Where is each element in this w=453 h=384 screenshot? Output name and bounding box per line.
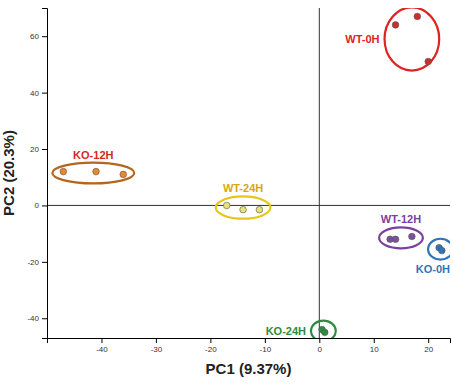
x-tick-label: -40 (96, 345, 108, 354)
y-tick-label: 40 (30, 89, 39, 98)
x-tick-label: 10 (370, 345, 379, 354)
group-ellipse (385, 8, 440, 71)
x-axis-title: PC1 (9.37%) (206, 360, 292, 377)
point (425, 58, 432, 65)
y-tick-mark (42, 262, 47, 263)
point (392, 236, 399, 243)
x-tick: 0 (318, 338, 323, 354)
y-tick-mark (42, 93, 47, 94)
x-tick: -40 (96, 338, 108, 354)
x-tick: 10 (370, 338, 379, 354)
zero-line (319, 8, 320, 338)
group-label: WT-12H (381, 213, 421, 225)
x-tick-mark (319, 338, 320, 343)
x-tick: -20 (205, 338, 217, 354)
y-tick-label: 20 (30, 145, 39, 154)
y-axis-title: PC2 (20.3%) (0, 130, 17, 216)
group-label: WT-24H (223, 182, 263, 194)
x-tick-mark (265, 338, 266, 343)
group-ellipse (216, 196, 271, 218)
x-tick-label: 20 (424, 345, 433, 354)
x-axis: -40 -30 -20 -10 0 10 20 (48, 338, 451, 354)
group-ellipse (311, 321, 336, 338)
point (414, 13, 421, 20)
x-tick-mark (156, 338, 157, 343)
y-tick-mark (42, 318, 47, 319)
point (120, 171, 127, 178)
x-tick-label: -30 (151, 345, 163, 354)
y-tick: 60 (30, 32, 47, 41)
point (392, 22, 399, 29)
group-label: WT-0H (345, 33, 379, 45)
y-tick: -40 (27, 314, 47, 323)
y-tick-label: -40 (27, 314, 39, 323)
group-labels: WT-0H KO-12H WT-24H WT-12H KO-0H KO-24H (73, 33, 450, 337)
zero-line (47, 205, 450, 206)
x-tick: 20 (424, 338, 433, 354)
group-label: KO-12H (73, 149, 113, 161)
y-tick-mark (42, 149, 47, 150)
y-axis-line (42, 9, 48, 339)
plot-area (52, 8, 450, 338)
x-tick: -30 (151, 338, 163, 354)
chart: -40 -30 -20 -10 0 10 20 -40 -20 0 20 40 60 PC1 (9.37%… (0, 0, 453, 384)
point (256, 206, 263, 213)
y-tick: -20 (27, 258, 47, 267)
point (321, 329, 328, 336)
x-tick: -10 (260, 338, 272, 354)
x-tick-mark (428, 338, 429, 343)
x-tick-label: 0 (318, 345, 323, 354)
x-tick-mark (210, 338, 211, 343)
group-label: KO-24H (266, 325, 306, 337)
x-axis-line (48, 339, 451, 344)
y-tick: 0 (35, 201, 47, 210)
point (240, 206, 247, 213)
group-ellipse (52, 163, 134, 184)
y-tick: 40 (30, 89, 47, 98)
point (223, 202, 230, 209)
y-tick-label: 0 (35, 201, 40, 210)
y-tick: 20 (30, 145, 47, 154)
y-tick-mark (42, 205, 47, 206)
point (439, 247, 446, 254)
group-ellipse (379, 227, 423, 248)
x-tick-label: -10 (260, 345, 272, 354)
y-tick-label: -20 (27, 258, 39, 267)
y-tick-label: 60 (30, 32, 39, 41)
group-ellipse (428, 239, 450, 260)
y-tick-mark (42, 36, 47, 37)
x-tick-label: -20 (205, 345, 217, 354)
point (60, 168, 67, 175)
group-label: KO-0H (416, 263, 450, 275)
point (93, 168, 100, 175)
x-tick-mark (374, 338, 375, 343)
y-axis: -40 -20 0 20 40 60 (27, 9, 47, 339)
point (409, 233, 416, 240)
x-tick-mark (101, 338, 102, 343)
